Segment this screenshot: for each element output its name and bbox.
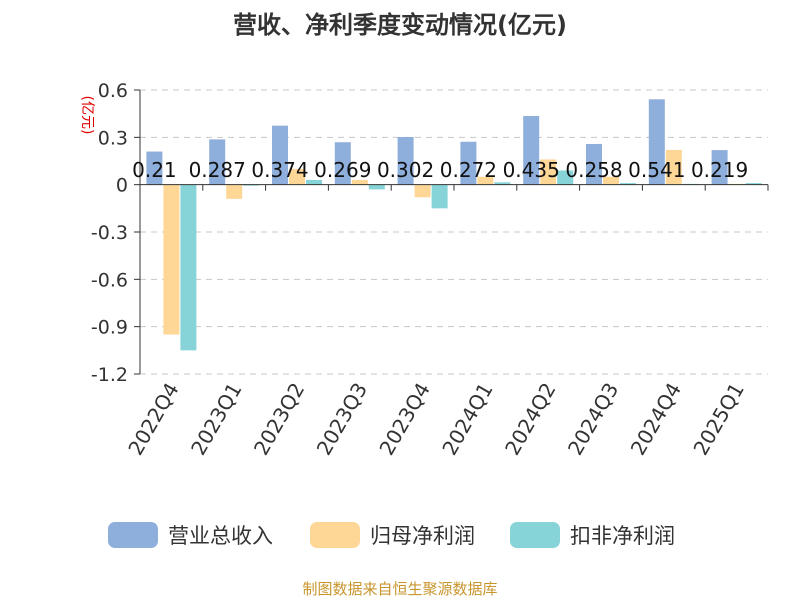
bar-deducted-net-profit (431, 184, 448, 209)
bar-net-profit (289, 168, 305, 185)
data-label: 0.302 (377, 158, 434, 182)
data-label: 0.287 (189, 158, 246, 182)
bar-net-profit (414, 184, 431, 198)
bar-revenue (209, 139, 226, 185)
bar-deducted-net-profit (306, 179, 322, 185)
bar-revenue (334, 142, 351, 185)
x-tick-label: 2024Q3 (563, 379, 623, 460)
legend-swatch (510, 522, 560, 548)
chart-title: 营收、净利季度变动情况(亿元) (233, 11, 567, 39)
x-tick-label: 2023Q2 (249, 379, 309, 460)
bar-revenue (397, 137, 414, 185)
y-tick-label: 0 (116, 175, 128, 197)
legend-label: 扣非净利润 (570, 524, 675, 548)
data-label: 0.435 (503, 158, 560, 182)
legend-swatch (310, 522, 360, 548)
y-tick-label: -0.3 (91, 222, 128, 244)
data-label: 0.269 (314, 158, 371, 182)
y-tick-label: 0.3 (98, 127, 128, 149)
x-tick-label: 2025Q1 (688, 379, 748, 460)
legend-label: 营业总收入 (168, 524, 273, 548)
y-tick-label: -0.9 (91, 317, 128, 339)
y-tick-label: -1.2 (91, 364, 128, 386)
bar-deducted-net-profit (368, 184, 385, 190)
legend-swatch (108, 522, 158, 548)
y-tick-label: 0.6 (98, 80, 128, 102)
bar-deducted-net-profit (180, 184, 197, 351)
x-tick-label: 2023Q1 (186, 379, 246, 460)
data-label: 0.21 (132, 158, 177, 182)
y-axis-unit-label: (亿元) (79, 96, 95, 135)
bar-revenue (146, 151, 163, 185)
bar-net-profit (665, 149, 682, 185)
y-tick-label: -0.6 (91, 269, 128, 291)
bar-net-profit (351, 179, 368, 185)
bar-net-profit (540, 159, 557, 185)
bar-net-profit (477, 176, 494, 185)
bar-revenue (272, 125, 288, 185)
data-label: 0.258 (565, 158, 622, 182)
bar-revenue (648, 99, 665, 185)
bar-revenue (523, 116, 540, 185)
bar-revenue (586, 143, 602, 185)
data-label: 0.272 (440, 158, 497, 182)
bar-net-profit (603, 176, 619, 185)
data-label: 0.219 (691, 158, 748, 182)
bar-revenue (711, 150, 728, 185)
bar-net-profit (226, 184, 243, 199)
data-labels: 0.21 0.287 0.374 0.269 0.302 0.272 0.435 0.258 0… (132, 158, 748, 182)
data-label: 0.541 (628, 158, 685, 182)
x-tick-label: 2024Q2 (500, 379, 560, 460)
x-tick-label: 2024Q4 (626, 379, 686, 460)
bar-net-profit (163, 184, 180, 335)
x-tick-label: 2024Q1 (437, 379, 497, 460)
bars (146, 99, 762, 351)
bar-deducted-net-profit (745, 183, 762, 185)
legend: 营业总收入 归母净利润 扣非净利润 (108, 522, 675, 548)
source-note: 制图数据来自恒生聚源数据库 (302, 580, 497, 598)
data-label: 0.374 (251, 158, 308, 182)
x-tick-label: 2023Q3 (312, 379, 372, 460)
x-tick-label: 2022Q4 (123, 379, 183, 460)
bar-deducted-net-profit (620, 183, 636, 185)
bar-deducted-net-profit (557, 170, 574, 185)
bar-revenue (460, 141, 477, 185)
grid-lines (140, 89, 768, 375)
x-tick-label: 2023Q4 (374, 379, 434, 460)
legend-label: 归母净利润 (370, 524, 475, 548)
bar-deducted-net-profit (494, 182, 511, 185)
